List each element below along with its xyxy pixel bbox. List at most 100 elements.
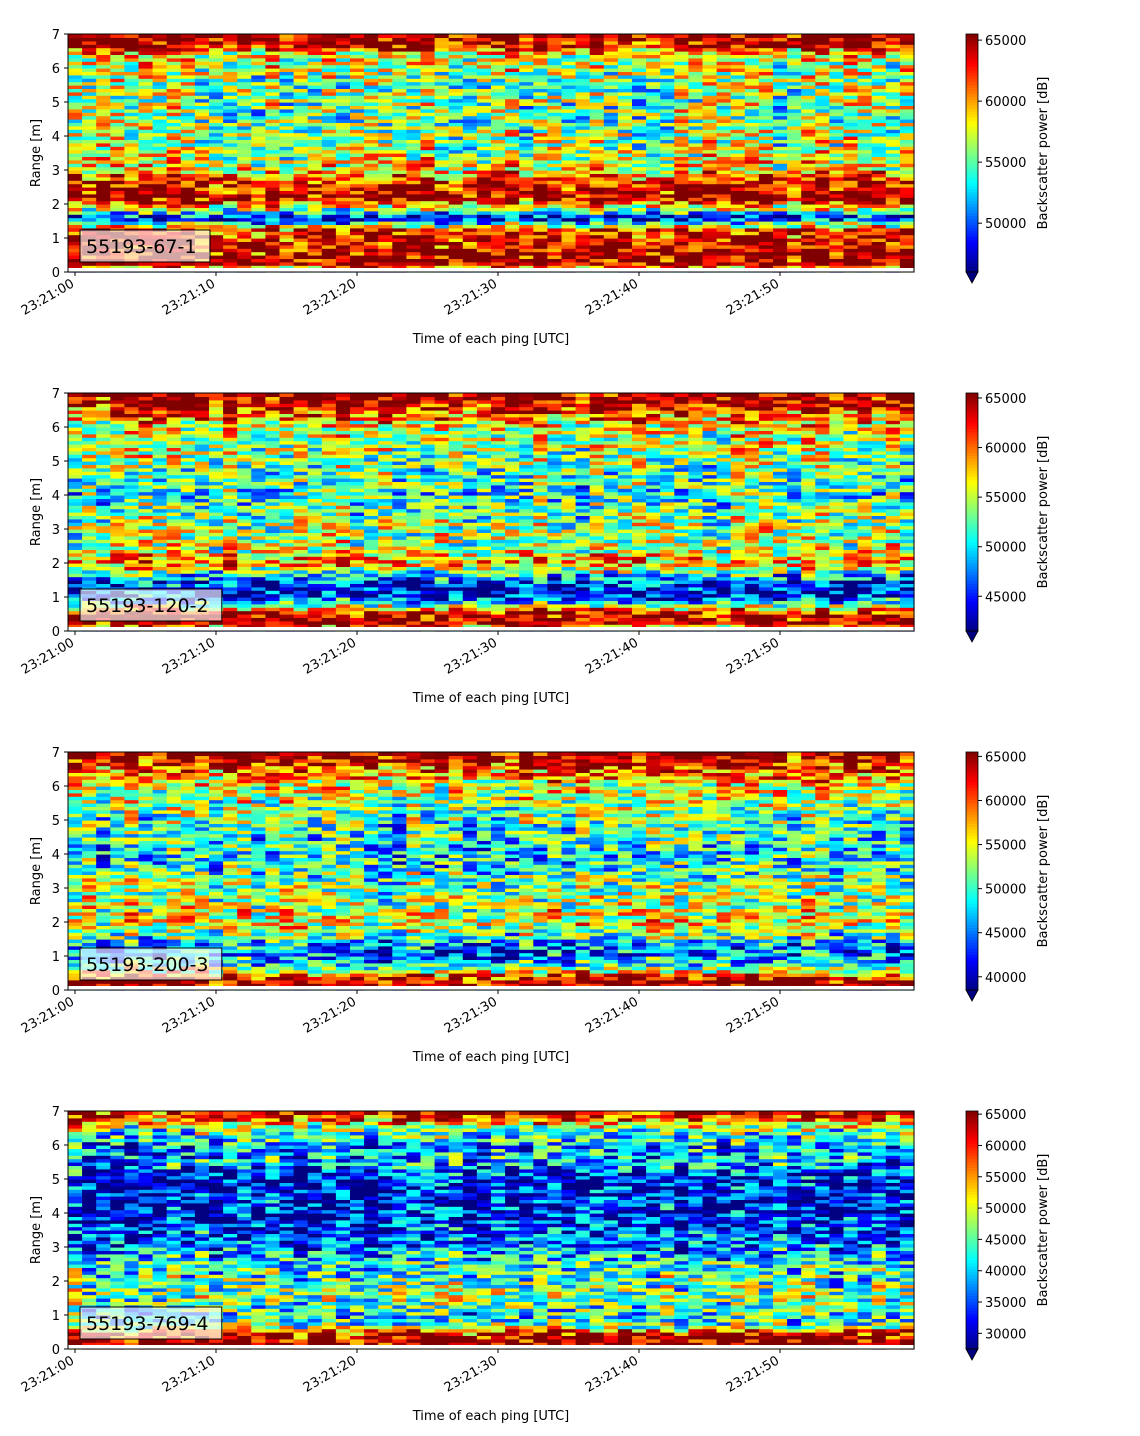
heatmap-cell [265, 64, 281, 69]
heatmap-cell [476, 183, 492, 188]
heatmap-cell [801, 44, 816, 49]
heatmap-cell [420, 190, 436, 195]
heatmap-cell [237, 170, 252, 174]
heatmap-cell [857, 190, 873, 195]
heatmap-cell [688, 204, 704, 208]
heatmap-cell [364, 231, 379, 236]
heatmap-cell [110, 98, 125, 103]
heatmap-cell [364, 193, 379, 198]
heatmap-cell [857, 119, 873, 123]
heatmap-cell [519, 153, 534, 157]
heatmap-cell [716, 234, 732, 239]
heatmap-cell [787, 44, 802, 49]
heatmap-cell [194, 187, 210, 191]
heatmap-cell [688, 180, 704, 185]
heatmap-cell [335, 108, 351, 113]
heatmap-cell [857, 255, 873, 259]
heatmap-cell [378, 190, 393, 195]
heatmap-cell [392, 176, 407, 181]
heatmap-cell [857, 231, 873, 236]
heatmap-cell [801, 112, 816, 117]
heatmap-cell [279, 153, 295, 157]
heatmap-cell [293, 193, 309, 198]
heatmap-cell [801, 176, 816, 181]
heatmap-cell [96, 224, 111, 229]
colorbar-step [966, 66, 978, 71]
heatmap-cell [815, 238, 830, 242]
heatmap-cell [617, 136, 633, 140]
heatmap-cell [702, 74, 718, 79]
heatmap-cell [82, 51, 97, 55]
heatmap-cell [533, 119, 548, 123]
heatmap-cell [829, 95, 845, 100]
heatmap-cell [335, 105, 351, 110]
heatmap-cell [491, 210, 506, 215]
heatmap-cell [857, 251, 873, 256]
heatmap-cell [505, 255, 520, 259]
heatmap-cell [194, 200, 210, 205]
heatmap-cell [335, 125, 351, 130]
heatmap-cell [194, 142, 210, 147]
heatmap-cell [68, 44, 83, 49]
heatmap-cell [660, 251, 675, 256]
heatmap-cell [166, 193, 182, 198]
heatmap-cell [434, 234, 450, 239]
heatmap-cell [857, 74, 873, 79]
heatmap-cell [646, 207, 661, 212]
heatmap-cell [702, 193, 718, 198]
heatmap-cell [68, 227, 83, 232]
heatmap-cell [787, 159, 802, 164]
heatmap-cell [871, 146, 887, 151]
heatmap-cell [787, 255, 802, 259]
heatmap-cell [350, 78, 365, 83]
heatmap-cell [758, 61, 774, 66]
heatmap-cell [702, 261, 718, 266]
heatmap-cell [293, 68, 309, 72]
heatmap-cell [829, 183, 845, 188]
heatmap-cell [871, 125, 887, 130]
heatmap-cell [448, 244, 464, 249]
heatmap-cell [632, 54, 647, 59]
heatmap-cell [434, 122, 450, 127]
heatmap-cell [180, 125, 196, 130]
heatmap-cell [773, 255, 788, 259]
heatmap-cell [491, 255, 506, 259]
heatmap-cell [293, 81, 309, 86]
heatmap-cell [674, 149, 689, 154]
heatmap-cell [547, 210, 563, 215]
heatmap-cell [702, 241, 718, 246]
heatmap-cell [350, 139, 365, 144]
heatmap-cell [519, 105, 534, 110]
heatmap-cell [632, 115, 647, 120]
heatmap-cell [674, 176, 689, 181]
heatmap-cell [138, 200, 154, 205]
heatmap-cell [632, 156, 647, 161]
heatmap-cell [237, 61, 252, 66]
heatmap-cell [575, 95, 591, 100]
heatmap-cell [335, 241, 351, 246]
heatmap-cell [632, 227, 647, 232]
heatmap-cell [307, 170, 323, 174]
heatmap-cell [801, 187, 816, 191]
heatmap-cell [124, 74, 140, 79]
colorbar-step [966, 153, 978, 157]
heatmap-cell [519, 224, 534, 229]
heatmap-cell [420, 163, 436, 168]
heatmap-cell [575, 217, 591, 222]
heatmap-cell [448, 173, 464, 178]
heatmap-cell [744, 234, 760, 239]
heatmap-cell [307, 238, 323, 242]
heatmap-cell [321, 37, 337, 42]
heatmap-cell [561, 241, 577, 246]
heatmap-cell [660, 95, 675, 100]
heatmap-cell [223, 197, 238, 202]
heatmap-cell [533, 37, 548, 42]
heatmap-cell [279, 170, 295, 174]
heatmap-cell [533, 210, 548, 215]
heatmap-cell [857, 115, 873, 120]
heatmap-cell [448, 197, 464, 202]
heatmap-cell [603, 68, 619, 72]
heatmap-cell [519, 193, 534, 198]
heatmap-cell [279, 159, 295, 164]
heatmap-cell [223, 146, 238, 151]
